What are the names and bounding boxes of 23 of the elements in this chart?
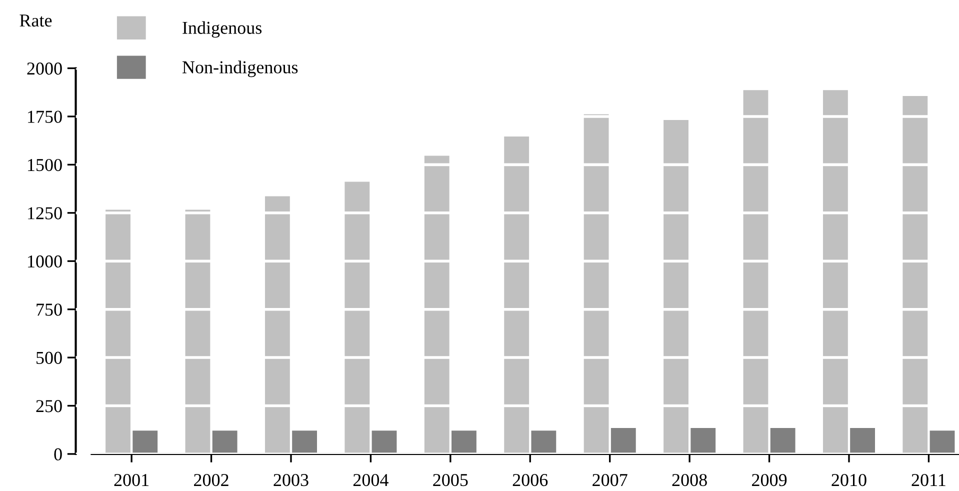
x-tick-label: 2001 (114, 474, 149, 486)
x-tick-label: 2005 (433, 474, 468, 486)
y-tick-label: 1500 (28, 158, 62, 172)
y-tick-label: 1750 (28, 110, 62, 123)
x-tick-label: 2003 (274, 474, 308, 486)
y-tick-label: 250 (36, 400, 62, 412)
y-tick-label: 1000 (28, 255, 62, 268)
y-axis-title: Rate (20, 14, 52, 27)
x-tick-label: 2006 (512, 474, 548, 486)
x-tick-label: 2009 (752, 474, 787, 486)
x-tick-label: 2010 (832, 474, 866, 486)
x-tick-label: 2011 (912, 474, 946, 486)
x-tick-label: 2008 (672, 474, 707, 486)
x-tick-label: 2007 (592, 474, 628, 486)
legend-label: Non-indigenous (182, 60, 298, 78)
y-tick-label: 750 (36, 304, 62, 316)
y-tick-label: 0 (54, 448, 62, 460)
legend-label: Indigenous (182, 21, 262, 38)
x-tick-label: 2002 (194, 474, 228, 486)
y-tick-label: 500 (36, 352, 62, 364)
y-tick-label: 1250 (28, 207, 62, 220)
x-tick-label: 2004 (353, 474, 388, 486)
y-tick-label: 2000 (27, 62, 62, 75)
